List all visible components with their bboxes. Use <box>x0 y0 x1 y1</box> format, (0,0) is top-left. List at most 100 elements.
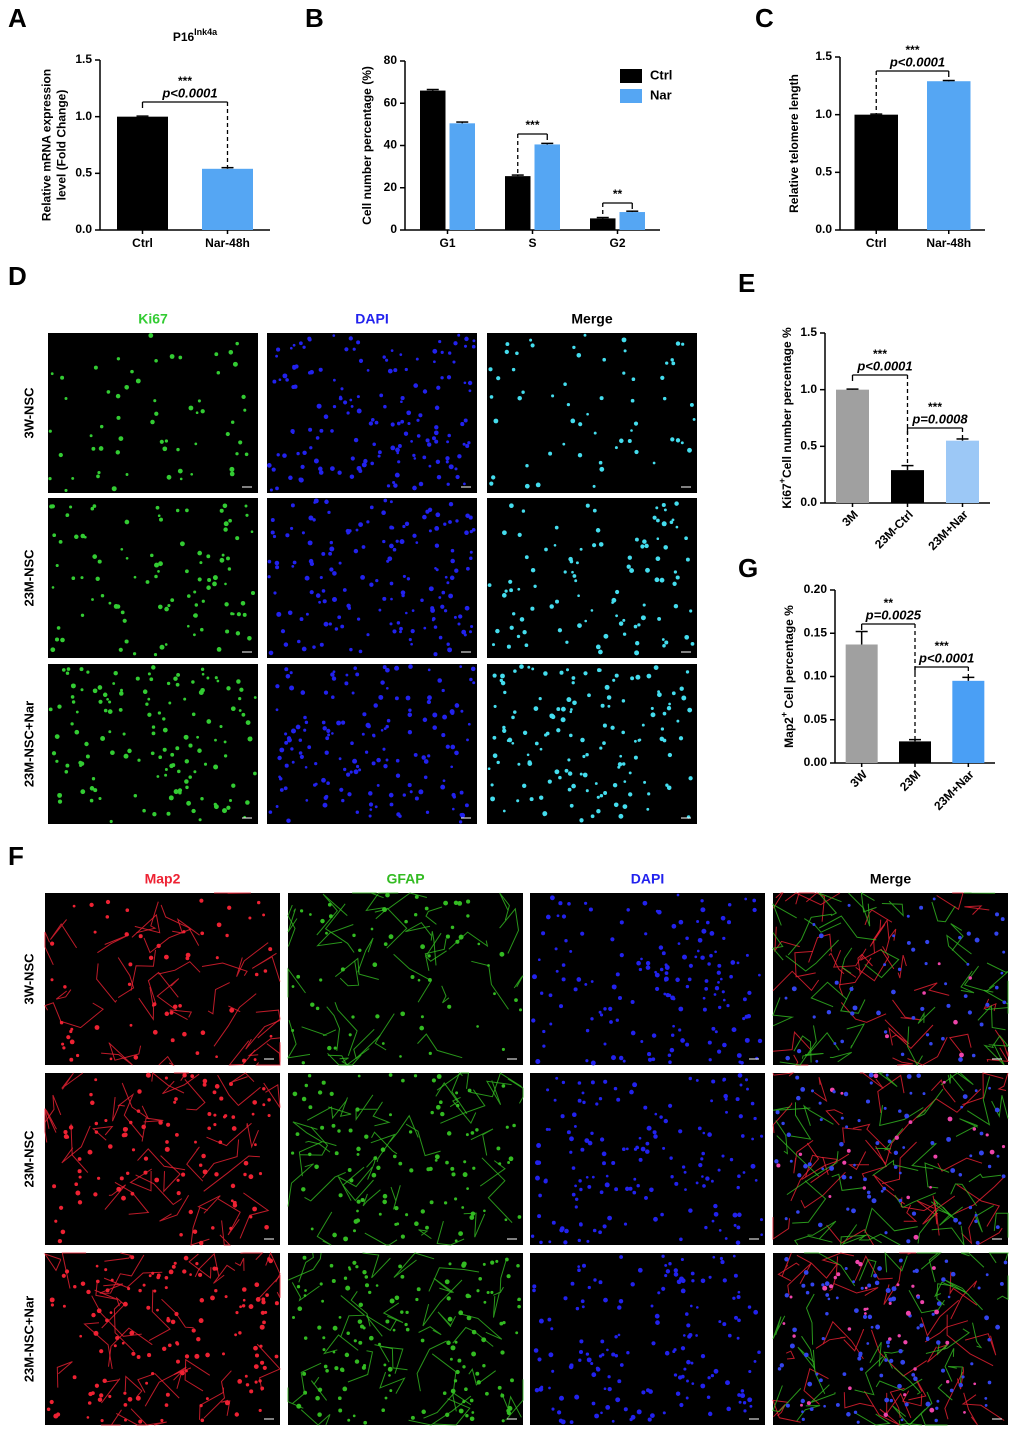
cell-dot <box>573 1124 577 1128</box>
cell-dot <box>447 647 453 653</box>
cell-dot <box>669 1047 675 1053</box>
cell-dot <box>526 753 530 757</box>
cell-dot <box>722 1042 727 1048</box>
cell-dot <box>558 775 562 780</box>
cell-dot <box>615 589 620 595</box>
cell-dot <box>469 1215 475 1220</box>
cell-dot <box>402 793 406 797</box>
neurite <box>810 981 848 1008</box>
cell-dot <box>650 712 656 718</box>
cell-dot <box>476 1025 479 1028</box>
neurite <box>801 1053 824 1059</box>
cell-dot <box>866 1190 871 1195</box>
cell-dot <box>63 985 67 989</box>
cell-dot <box>942 1080 946 1084</box>
cell-dot <box>567 758 571 762</box>
cell-dot <box>386 484 391 488</box>
cell-dot <box>92 504 97 508</box>
cell-dot <box>502 725 506 730</box>
cell-dot <box>91 446 96 451</box>
cell-dot <box>686 1379 689 1383</box>
cell-dot <box>382 907 387 913</box>
cell-dot <box>392 629 397 634</box>
cell-dot <box>330 429 334 433</box>
neurite <box>960 970 975 994</box>
neurite <box>977 1227 1003 1246</box>
cell-dot <box>633 739 637 743</box>
neurite <box>505 1379 524 1421</box>
cell-dot <box>911 1016 916 1020</box>
cell-dot <box>566 697 572 703</box>
cell-dot <box>610 725 615 730</box>
cell-dot <box>322 1348 326 1352</box>
cell-dot <box>115 450 121 455</box>
cell-dot <box>366 369 370 372</box>
cell-dot <box>372 962 378 968</box>
neurite <box>967 1076 991 1126</box>
cell-dot <box>953 1217 958 1223</box>
cell-dot <box>130 1191 135 1196</box>
cell-dot <box>375 578 379 583</box>
micrograph <box>487 333 697 493</box>
cell-dot <box>974 1213 978 1217</box>
cell-dot <box>572 700 577 706</box>
cell-dot <box>185 785 189 790</box>
cell-dot <box>308 427 313 432</box>
cell-dot <box>621 1147 626 1152</box>
cell-dot <box>409 790 413 794</box>
cell-dot <box>873 1273 878 1278</box>
neurite <box>116 1412 147 1426</box>
cell-dot <box>420 1015 424 1019</box>
cell-dot <box>527 665 531 669</box>
neurite <box>423 1392 472 1419</box>
cell-dot <box>275 354 278 358</box>
cell-dot <box>321 777 326 783</box>
cell-dot <box>941 1277 946 1282</box>
cell-dot <box>51 586 55 589</box>
cell-dot <box>759 1218 764 1222</box>
cell-dot <box>457 454 462 459</box>
cell-dot <box>710 1179 714 1183</box>
cell-dot <box>366 724 371 729</box>
cell-dot <box>883 1030 888 1034</box>
cell-dot <box>564 938 568 943</box>
neurite <box>898 1420 922 1426</box>
cell-dot <box>50 647 56 653</box>
neurite <box>433 1398 471 1426</box>
cell-dot <box>215 956 219 960</box>
cell-dot <box>319 428 324 433</box>
cell-dot <box>315 436 320 440</box>
neurite <box>287 967 306 998</box>
cell-dot <box>688 1076 693 1081</box>
cell-dot <box>405 1327 410 1332</box>
cell-dot <box>720 915 726 921</box>
cell-dot <box>257 900 261 905</box>
cell-dot <box>303 1336 308 1340</box>
cell-dot <box>825 1311 829 1316</box>
cell-dot <box>214 1266 219 1271</box>
cell-dot <box>128 962 133 967</box>
cell-dot <box>307 1074 312 1078</box>
micrograph <box>773 1073 1008 1245</box>
cell-dot <box>700 1353 706 1359</box>
cell-dot <box>495 1259 499 1263</box>
cell-dot <box>501 1047 505 1051</box>
cell-dot <box>470 1211 476 1216</box>
row-label: 3W-NSC <box>21 387 36 439</box>
cell-dot <box>142 808 146 813</box>
cell-dot <box>569 949 573 953</box>
cell-dot <box>255 1296 261 1302</box>
cell-dot <box>599 746 603 750</box>
cell-dot <box>260 1386 265 1391</box>
cell-dot <box>590 980 594 983</box>
cell-dot <box>147 712 152 717</box>
cell-dot <box>71 476 75 480</box>
cell-dot <box>577 1238 581 1243</box>
cell-dot <box>467 380 473 386</box>
cell-dot <box>170 1038 175 1043</box>
y-tick-label: 20 <box>384 180 398 194</box>
cell-dot <box>191 680 195 684</box>
cell-dot <box>464 336 469 342</box>
cell-dot <box>62 1304 66 1308</box>
cell-dot <box>471 344 476 349</box>
